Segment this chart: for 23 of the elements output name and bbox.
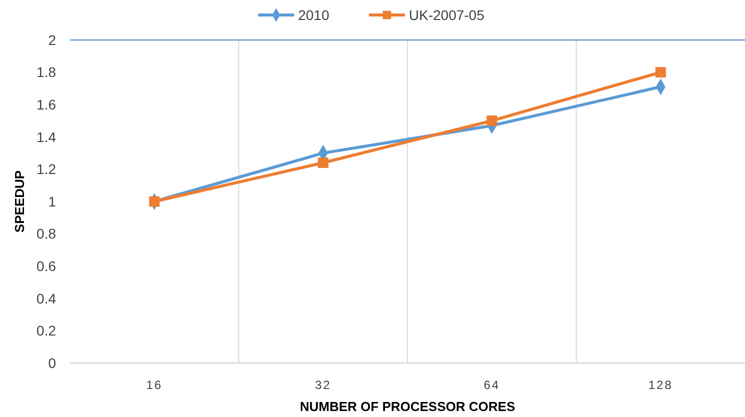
y-tick-label: 0.8 bbox=[36, 226, 56, 242]
point bbox=[486, 116, 498, 126]
x-tick-label: 128 bbox=[648, 378, 673, 392]
y-tick-label: 1.4 bbox=[36, 128, 56, 145]
y-tick-label: 0 bbox=[48, 354, 56, 371]
y-tick-label: 1.6 bbox=[36, 96, 56, 112]
y-tick-label: 0.6 bbox=[36, 258, 56, 274]
point bbox=[149, 196, 160, 207]
point bbox=[655, 67, 666, 78]
x-tick-label: 16 bbox=[146, 378, 163, 392]
y-tick-label: 1 bbox=[48, 193, 56, 210]
y-axis-title: SPEEDUP bbox=[12, 170, 27, 233]
legend-label: UK-2007-05 bbox=[408, 6, 485, 23]
x-axis-title: NUMBER OF PROCESSOR CORES bbox=[300, 399, 516, 414]
y-tick-label: 1.8 bbox=[36, 64, 56, 80]
point bbox=[318, 157, 328, 168]
y-tick-label: 0.2 bbox=[36, 322, 56, 339]
y-tick-label: 0.4 bbox=[36, 290, 56, 306]
x-tick-label: 64 bbox=[484, 378, 500, 392]
y-tick-label: 1.2 bbox=[36, 161, 56, 178]
x-tick-label: 32 bbox=[314, 378, 332, 392]
y-tick-label: 2 bbox=[48, 32, 56, 48]
legend-label: 2010 bbox=[298, 6, 330, 23]
